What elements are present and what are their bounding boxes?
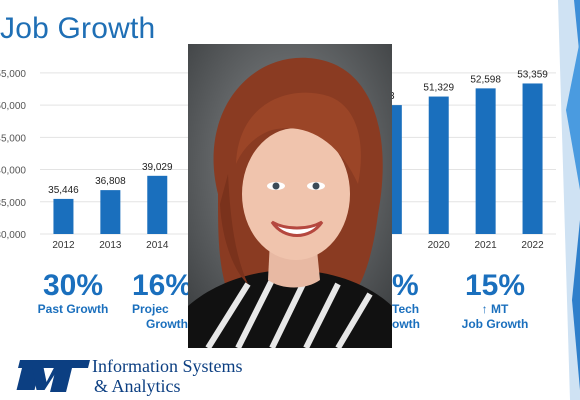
- stat-projected-growth: 16% Projec Growth: [132, 270, 202, 332]
- stat-label: Past Growth: [37, 302, 109, 316]
- stat-label-line2: owth: [392, 317, 420, 331]
- logo-wordmark: Information Systems & Analytics: [92, 356, 243, 396]
- stat-value: 30%: [42, 269, 104, 302]
- bar: [522, 83, 543, 234]
- y-tick-label: 45,000: [0, 133, 26, 144]
- data-label: 53,359: [517, 69, 548, 80]
- data-label: 35,446: [48, 185, 79, 196]
- stat-label: Projec: [132, 302, 169, 316]
- y-tick-label: 40,000: [0, 166, 26, 177]
- stat-past-growth: 30% Past Growth: [18, 270, 128, 317]
- stat-label-line2: Job Growth: [461, 317, 529, 331]
- stat-label: ↑ MT: [481, 302, 509, 316]
- data-label: 52,598: [470, 74, 501, 85]
- x-tick-label: 2021: [475, 240, 498, 251]
- data-label: 51,329: [423, 83, 454, 94]
- bar: [428, 96, 449, 234]
- stat-value: 16%: [132, 269, 193, 302]
- bar: [53, 198, 74, 234]
- stat-label-line2: Growth: [146, 317, 188, 331]
- y-tick-label: 35,000: [0, 198, 26, 209]
- logo-line1: Information Systems: [92, 356, 243, 376]
- logo-line2: & Analytics: [94, 376, 181, 396]
- x-tick-label: 2012: [52, 240, 75, 251]
- stat-value: 15%: [464, 269, 526, 302]
- y-tick-label: 55,000: [0, 69, 26, 80]
- stat-mt-job-growth: 15% ↑ MT Job Growth: [440, 270, 550, 332]
- bar: [100, 190, 121, 234]
- person-portrait-icon: [188, 44, 392, 348]
- data-label: 36,808: [95, 176, 126, 187]
- stat-tech-growth: % Tech owth: [392, 270, 426, 332]
- data-label: 39,029: [142, 162, 173, 173]
- x-tick-label: 2014: [146, 240, 169, 251]
- slide-corner-decoration: [558, 0, 580, 400]
- bar: [475, 88, 496, 235]
- y-tick-label: 30,000: [0, 230, 26, 241]
- slide-title: Job Growth: [0, 12, 156, 45]
- mt-logo-icon: [16, 360, 91, 392]
- y-tick-label: 50,000: [0, 101, 26, 112]
- presenter-photo: [188, 44, 392, 348]
- x-tick-label: 2022: [521, 240, 544, 251]
- stat-value: %: [392, 269, 419, 302]
- x-tick-label: 2020: [428, 240, 451, 251]
- data-label: 3: [389, 91, 395, 102]
- bar: [147, 175, 168, 234]
- stat-label: Tech: [392, 302, 420, 316]
- x-tick-label: 2013: [99, 240, 122, 251]
